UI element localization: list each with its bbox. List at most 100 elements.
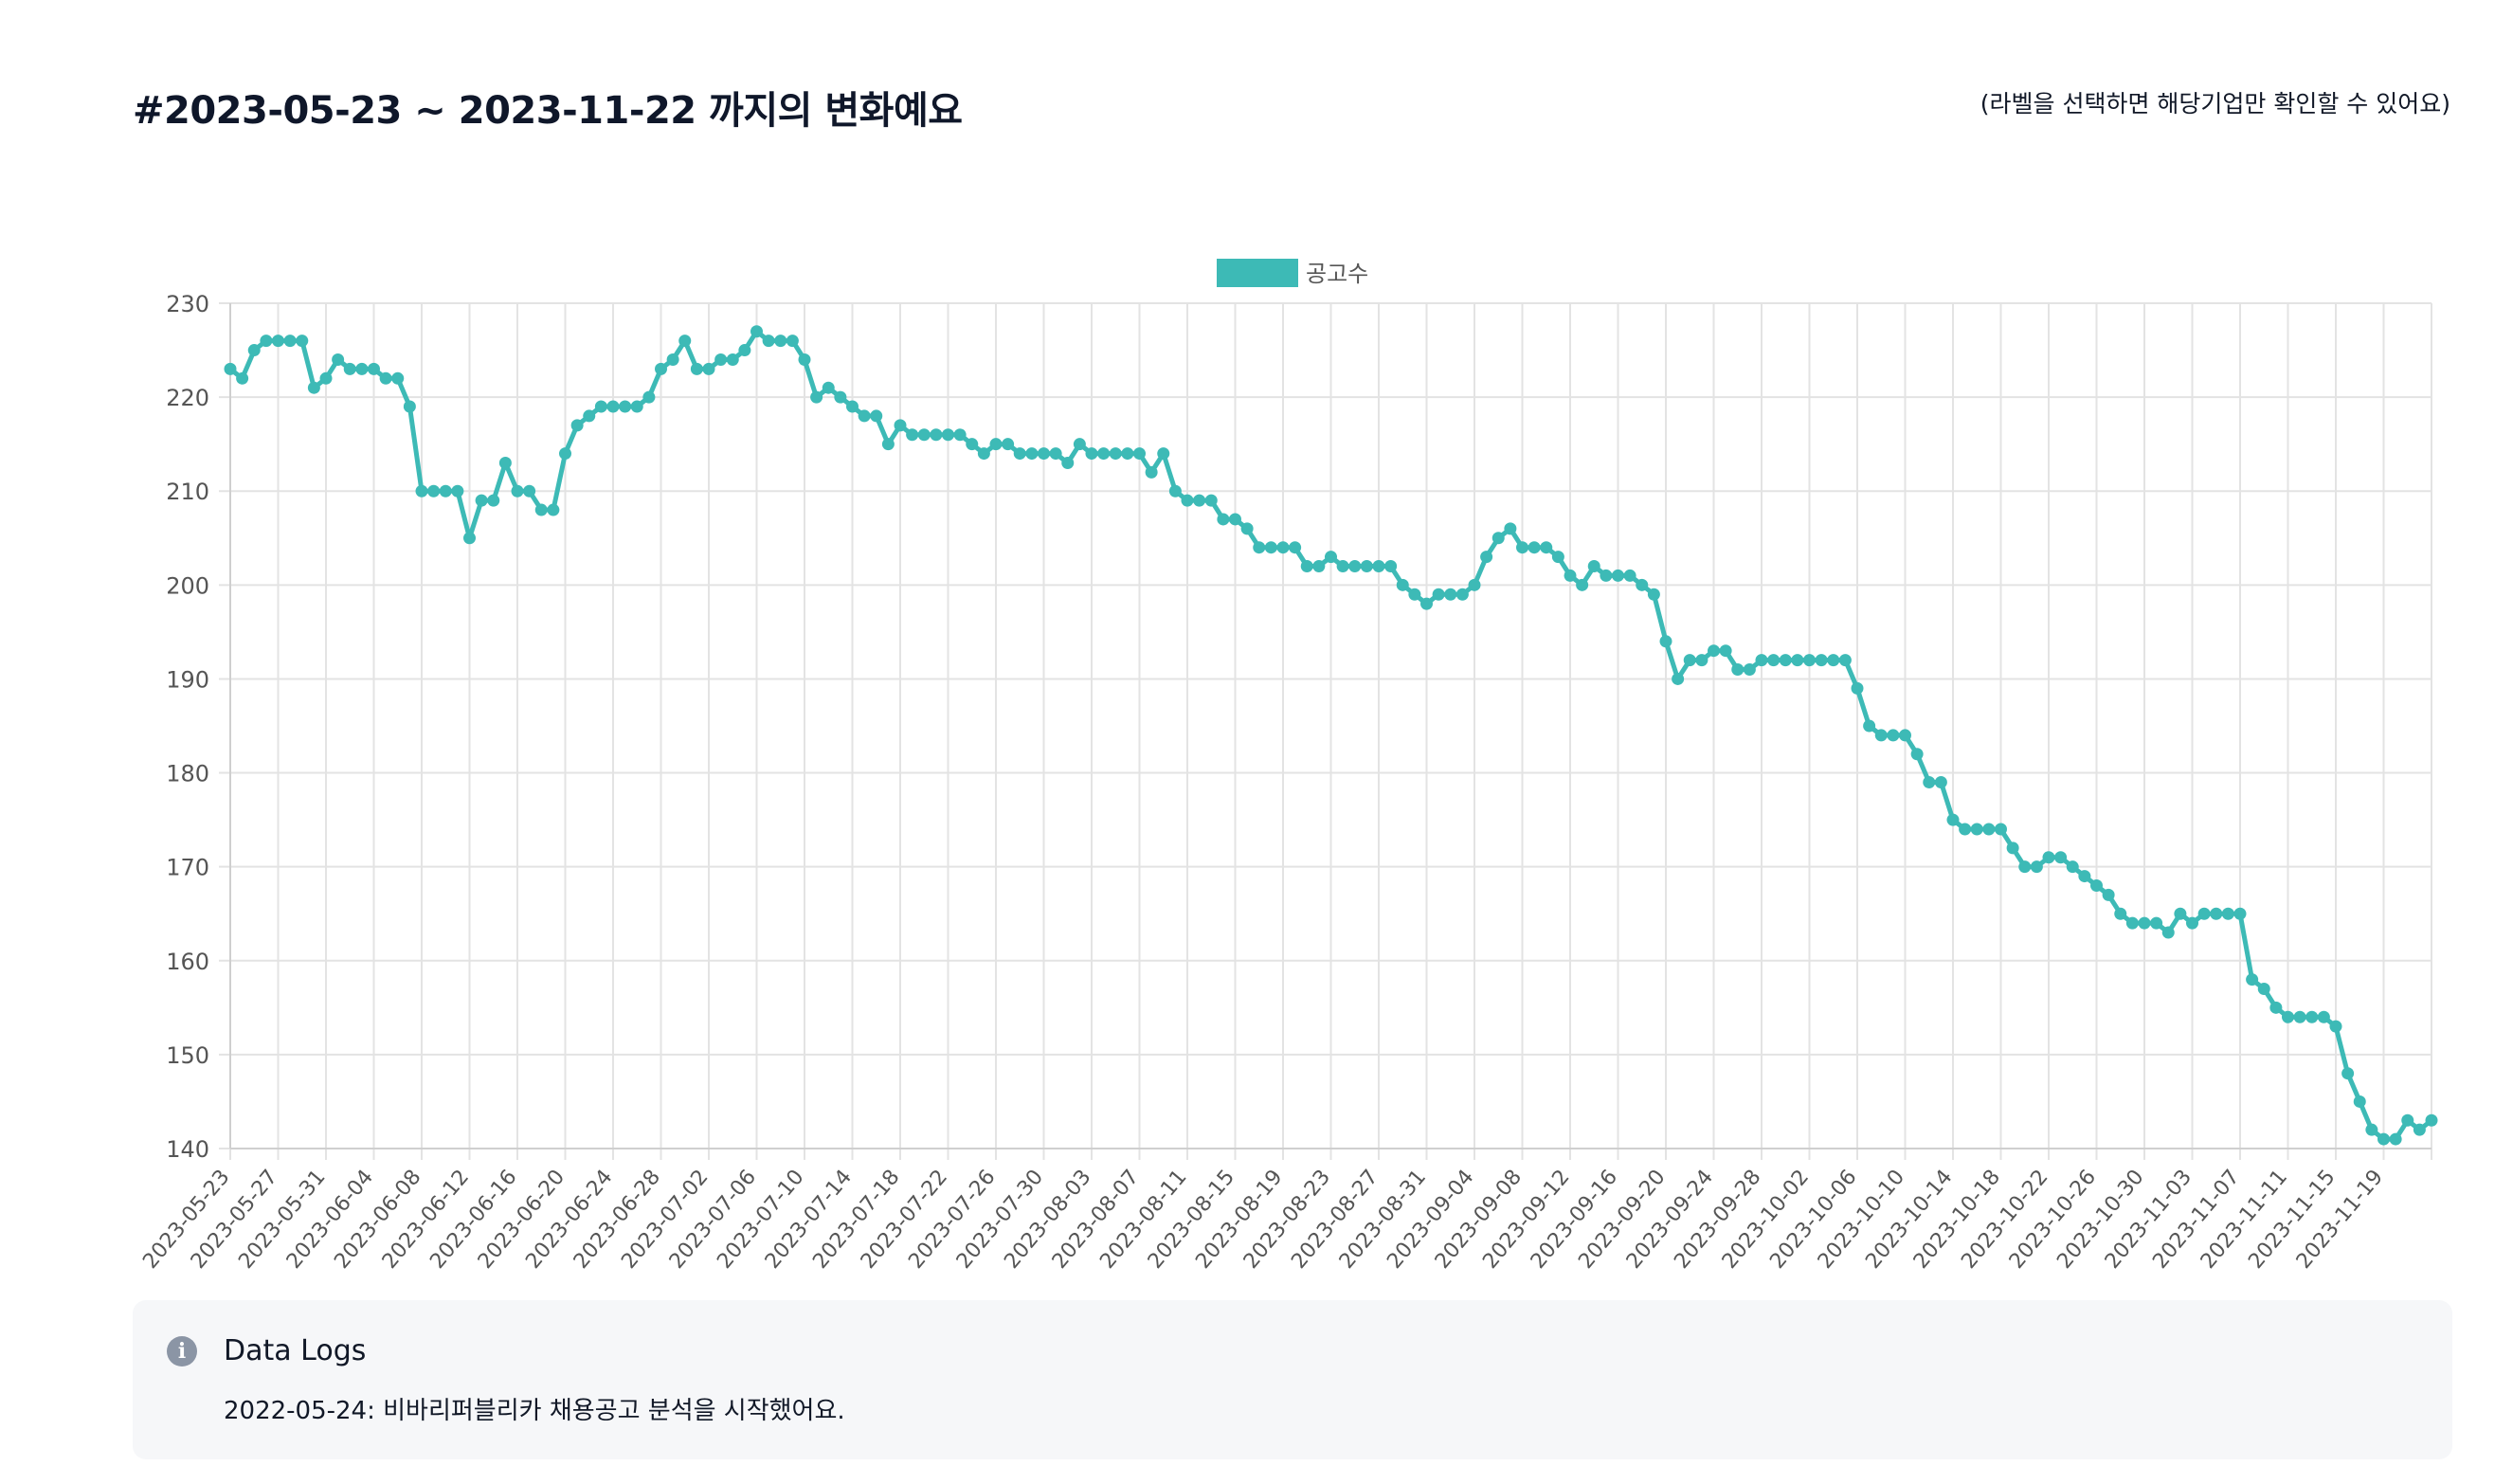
data-point [2138, 916, 2151, 930]
data-logs-panel: i Data Logs 2022-05-24: 비바리퍼블리카 채용공고 분석을… [133, 1300, 2452, 1459]
data-point [1672, 672, 1685, 685]
data-point [2150, 916, 2163, 930]
data-point [319, 371, 333, 385]
data-point [906, 428, 919, 442]
data-point [1791, 654, 1804, 667]
data-point [1946, 813, 1960, 826]
y-tick-label: 220 [166, 385, 209, 411]
data-point [236, 371, 249, 385]
data-point [1779, 654, 1792, 667]
data-point [1264, 541, 1277, 554]
data-point [1336, 560, 1349, 573]
data-point [1647, 588, 1660, 601]
data-point [930, 428, 943, 442]
legend-label: 공고수 [1306, 261, 1368, 287]
data-point [1623, 569, 1636, 582]
data-point [1193, 494, 1206, 507]
data-point [2233, 907, 2247, 920]
data-point [2006, 842, 2019, 855]
data-point [1970, 823, 1983, 836]
data-point [2078, 870, 2091, 883]
data-point [523, 484, 536, 498]
data-point [810, 390, 823, 404]
data-point [1420, 597, 1433, 610]
data-point [2305, 1010, 2319, 1023]
data-point [1540, 541, 1553, 554]
data-point [2401, 1113, 2414, 1127]
data-point [475, 494, 488, 507]
data-point [774, 335, 787, 348]
data-point [1240, 522, 1254, 535]
data-point [547, 503, 560, 516]
data-point [1181, 494, 1194, 507]
data-point [1276, 541, 1290, 554]
data-point [2114, 907, 2127, 920]
data-point [2102, 888, 2115, 901]
data-point [2066, 860, 2079, 874]
data-point [966, 438, 979, 451]
data-point [738, 344, 751, 357]
data-point [511, 484, 524, 498]
data-point [391, 371, 405, 385]
data-point [1708, 644, 1720, 658]
data-point [2293, 1010, 2306, 1023]
data-point [2210, 907, 2223, 920]
data-point [283, 335, 297, 348]
data-point [1253, 541, 1266, 554]
data-point [451, 484, 464, 498]
data-point [1636, 578, 1649, 591]
data-point [762, 335, 775, 348]
data-point [1600, 569, 1613, 582]
data-point [690, 362, 703, 375]
data-point [1923, 775, 1936, 788]
data-point [870, 409, 883, 423]
data-point [343, 362, 356, 375]
data-point [1995, 823, 2007, 836]
data-point [1755, 654, 1768, 667]
data-point [2018, 860, 2032, 874]
page-title: #2023-05-23 ~ 2023-11-22 까지의 변화예요 [133, 89, 963, 133]
data-point [2090, 878, 2103, 892]
data-point [368, 362, 380, 375]
data-point [2317, 1010, 2330, 1023]
data-point [1408, 588, 1421, 601]
data-point [1168, 484, 1182, 498]
data-point [1815, 654, 1828, 667]
data-point [2125, 916, 2139, 930]
data-point [1564, 569, 1577, 582]
data-point [1121, 447, 1134, 461]
data-point [942, 428, 954, 442]
data-point [2269, 1001, 2283, 1014]
data-point [415, 484, 428, 498]
data-point [1827, 654, 1840, 667]
data-point [1851, 681, 1864, 695]
data-point [1959, 823, 1972, 836]
data-point [1432, 588, 1445, 601]
data-point [953, 428, 967, 442]
data-point [1002, 438, 1015, 451]
data-point [355, 362, 369, 375]
data-point [1612, 569, 1624, 582]
data-point [1803, 654, 1816, 667]
data-point [1325, 551, 1337, 564]
data-point [1551, 551, 1564, 564]
data-point [534, 503, 548, 516]
data-point [1300, 560, 1313, 573]
data-point [858, 409, 871, 423]
data-point [726, 353, 739, 366]
data-point [1887, 729, 1900, 742]
data-point [1061, 456, 1075, 469]
data-point [1480, 551, 1493, 564]
data-point [2353, 1095, 2366, 1108]
data-point [702, 362, 715, 375]
data-point [989, 438, 1003, 451]
data-point [1528, 541, 1541, 554]
data-point [498, 456, 512, 469]
data-point [1049, 447, 1062, 461]
data-point [881, 438, 895, 451]
data-point [2389, 1132, 2402, 1146]
data-point [1910, 748, 1924, 761]
data-point [583, 409, 596, 423]
data-point [2329, 1020, 2342, 1033]
data-point [2282, 1010, 2294, 1023]
